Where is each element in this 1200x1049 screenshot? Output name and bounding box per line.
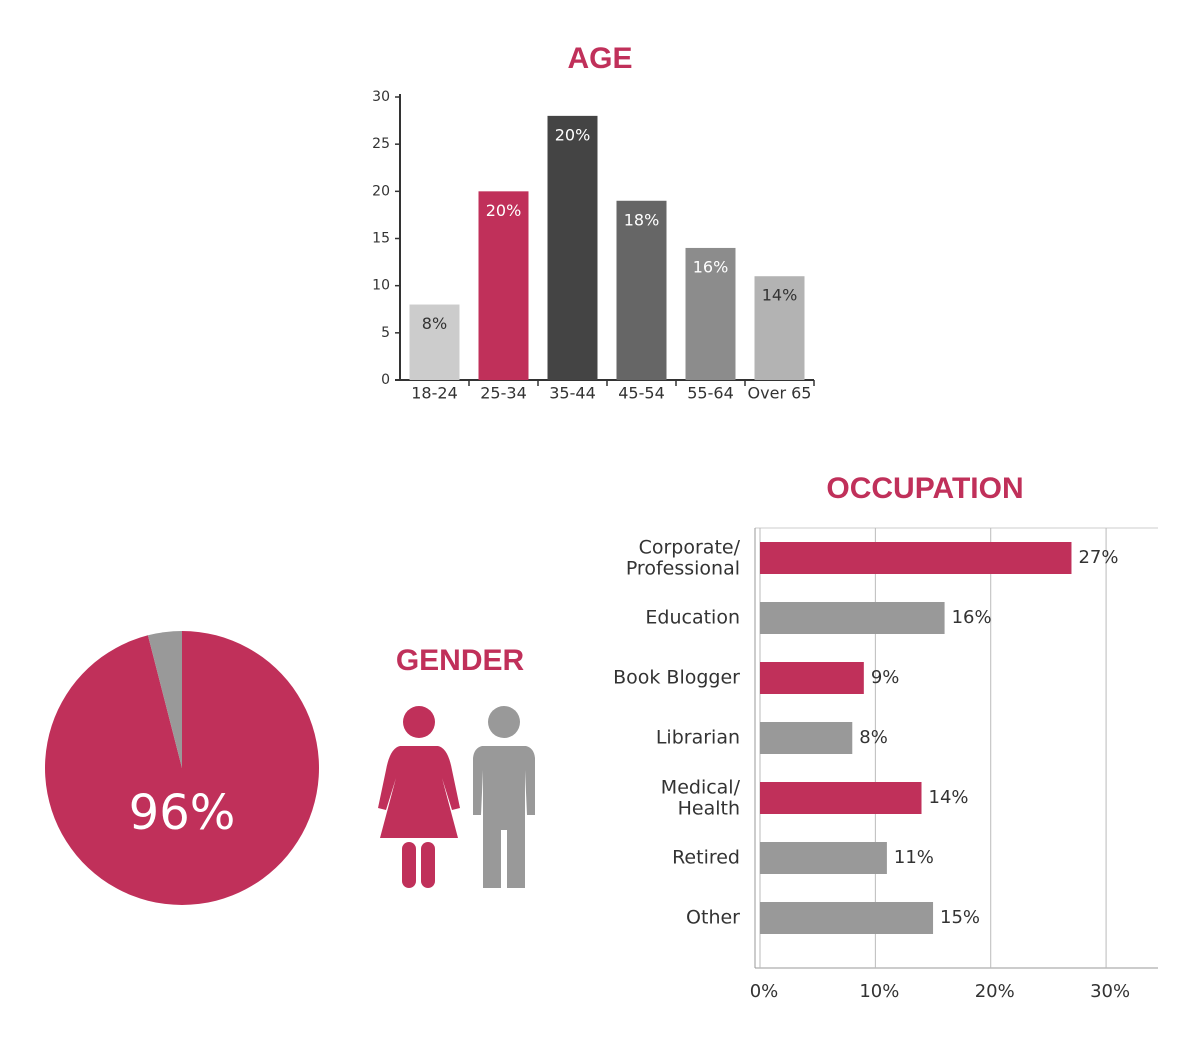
x-tick-label: 30% [1090,981,1130,1002]
bar [409,304,460,380]
x-tick-label: 10% [859,981,899,1002]
y-tick-label: 0 [381,372,390,388]
y-tick-label: 20 [372,183,390,199]
bar-label: 18% [624,210,660,229]
bar-label: 14% [929,787,969,808]
bar-label: 8% [859,727,888,748]
bar-label: 8% [422,314,447,333]
bar-label: 20% [486,201,522,220]
y-tick-label: Book Blogger [613,667,740,689]
x-tick-label: 20% [975,981,1015,1002]
male-icon [473,706,535,888]
bar [685,247,736,380]
x-tick-label: 55-64 [687,384,734,403]
bar-label: 16% [693,257,729,276]
x-tick-label: 35-44 [549,384,596,403]
y-tick-label: Corporate/Professional [626,536,741,579]
bar [760,782,922,814]
bar [760,722,853,754]
bar [616,200,667,380]
bar-label: 16% [952,607,992,628]
chart-title: AGE [567,42,632,75]
x-tick-label: 0% [750,981,779,1002]
bar [760,902,934,934]
y-tick-label: Retired [672,847,740,869]
x-tick-label: 25-34 [480,384,527,403]
slice-label: 96% [129,785,236,841]
pie-slice [147,631,182,768]
bar-label: 9% [871,667,900,688]
bar-label: 20% [555,125,591,144]
bar [760,662,864,694]
bar-label: 11% [894,847,934,868]
bar-label: 27% [1078,547,1118,568]
bar [760,602,945,634]
female-icon [378,706,460,888]
y-tick-label: 15 [372,231,390,247]
bar-label: 14% [762,286,798,305]
y-tick-label: 25 [372,136,390,152]
bar-label: 15% [940,907,980,928]
chart-title: GENDER [396,644,525,677]
x-tick-label: 18-24 [411,384,458,403]
chart-title: OCCUPATION [826,472,1023,505]
bar [760,842,887,874]
bar [478,191,529,380]
bar [547,115,598,380]
y-tick-label: Other [686,907,740,929]
bar [754,276,805,380]
y-tick-label: 30 [372,89,390,105]
x-tick-label: 45-54 [618,384,665,403]
bar [760,542,1072,574]
x-tick-label: Over 65 [748,384,812,403]
y-tick-label: Librarian [656,727,740,749]
y-tick-label: Education [645,607,740,629]
y-tick-label: 5 [381,325,390,341]
y-tick-label: Medical/Health [661,776,741,819]
y-tick-label: 10 [372,278,390,294]
